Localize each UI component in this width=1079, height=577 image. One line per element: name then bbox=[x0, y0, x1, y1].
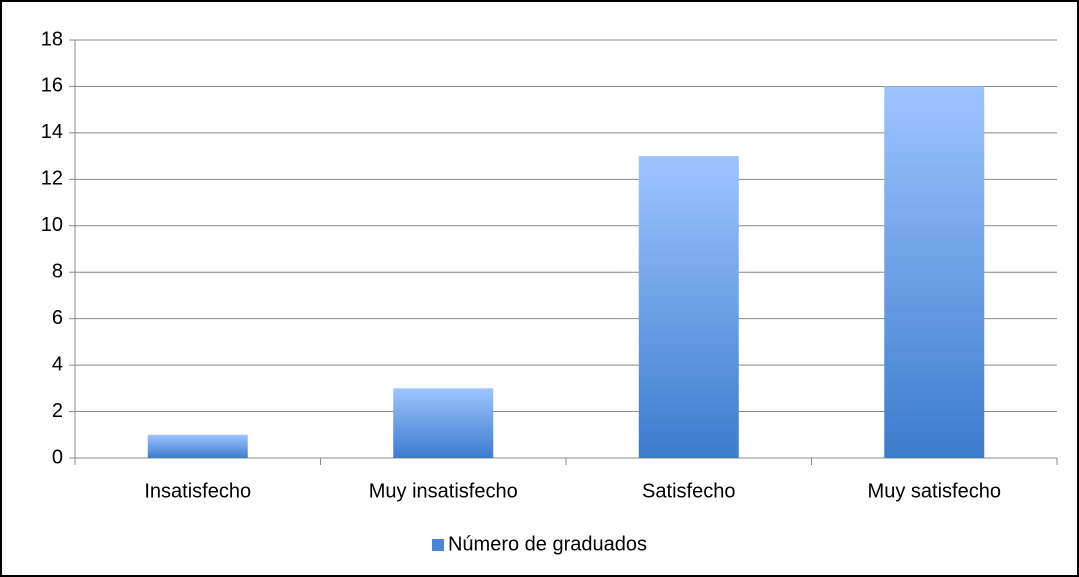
bar bbox=[393, 388, 494, 458]
y-tick-label: 16 bbox=[41, 75, 63, 97]
y-tick-label: 12 bbox=[41, 168, 63, 190]
y-tick-label: 10 bbox=[41, 214, 63, 236]
x-tick-label: Muy satisfecho bbox=[868, 480, 1001, 502]
x-tick-label: Insatisfecho bbox=[144, 480, 251, 502]
legend-label: Número de graduados bbox=[448, 533, 647, 555]
y-tick-label: 0 bbox=[52, 446, 63, 468]
bar bbox=[638, 156, 739, 458]
y-tick-label: 18 bbox=[41, 28, 63, 50]
x-tick-label: Muy insatisfecho bbox=[369, 480, 518, 502]
y-tick-label: 6 bbox=[52, 307, 63, 329]
y-tick-label: 14 bbox=[41, 121, 63, 143]
y-tick-label: 4 bbox=[52, 353, 63, 375]
x-tick-label: Satisfecho bbox=[642, 480, 735, 502]
bar bbox=[147, 434, 248, 458]
y-tick-label: 2 bbox=[52, 400, 63, 422]
bar bbox=[884, 86, 985, 458]
legend-swatch bbox=[431, 539, 444, 551]
y-tick-label: 8 bbox=[52, 261, 63, 283]
